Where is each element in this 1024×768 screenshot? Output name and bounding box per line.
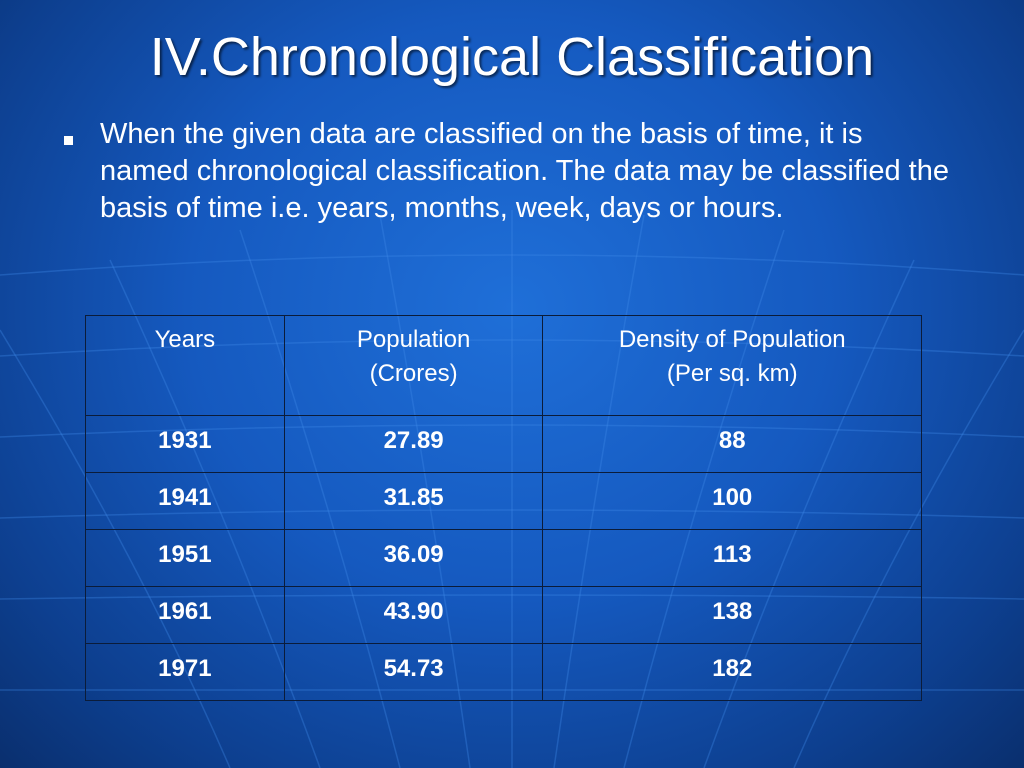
cell-year: 1931 (85, 415, 285, 473)
table-row: 1961 43.90 138 (85, 586, 922, 644)
cell-year: 1971 (85, 643, 285, 701)
cell-year: 1951 (85, 529, 285, 587)
table-row: 1971 54.73 182 (85, 643, 922, 701)
cell-population: 31.85 (283, 472, 544, 530)
cell-population: 36.09 (283, 529, 544, 587)
cell-density: 100 (542, 472, 922, 530)
slide-title: IV.Chronological Classification (149, 27, 875, 87)
cell-population: 43.90 (283, 586, 544, 644)
cell-population: 54.73 (283, 643, 544, 701)
square-bullet-icon (64, 136, 73, 145)
cell-population: 27.89 (283, 415, 544, 473)
header-population-unit: (Crores) (369, 360, 458, 387)
header-years: Years (85, 315, 285, 416)
cell-density: 88 (542, 415, 922, 473)
table-row: 1951 36.09 113 (85, 529, 922, 587)
table-header-row: Years Population (Crores) Density of Pop… (85, 315, 922, 416)
population-table: Years Population (Crores) Density of Pop… (85, 315, 922, 701)
header-population-label: Population (356, 326, 471, 353)
bullet-text: When the given data are classified on th… (100, 118, 949, 224)
header-population: Population (Crores) (283, 315, 544, 416)
header-density-unit: (Per sq. km) (666, 360, 798, 387)
cell-density: 138 (542, 586, 922, 644)
cell-year: 1941 (85, 472, 285, 530)
cell-density: 182 (542, 643, 922, 701)
table-row: 1931 27.89 88 (85, 415, 922, 473)
cell-density: 113 (542, 529, 922, 587)
table-row: 1941 31.85 100 (85, 472, 922, 530)
cell-year: 1961 (85, 586, 285, 644)
header-density: Density of Population (Per sq. km) (542, 315, 922, 416)
header-years-label: Years (154, 326, 216, 353)
header-density-label: Density of Population (618, 326, 846, 353)
